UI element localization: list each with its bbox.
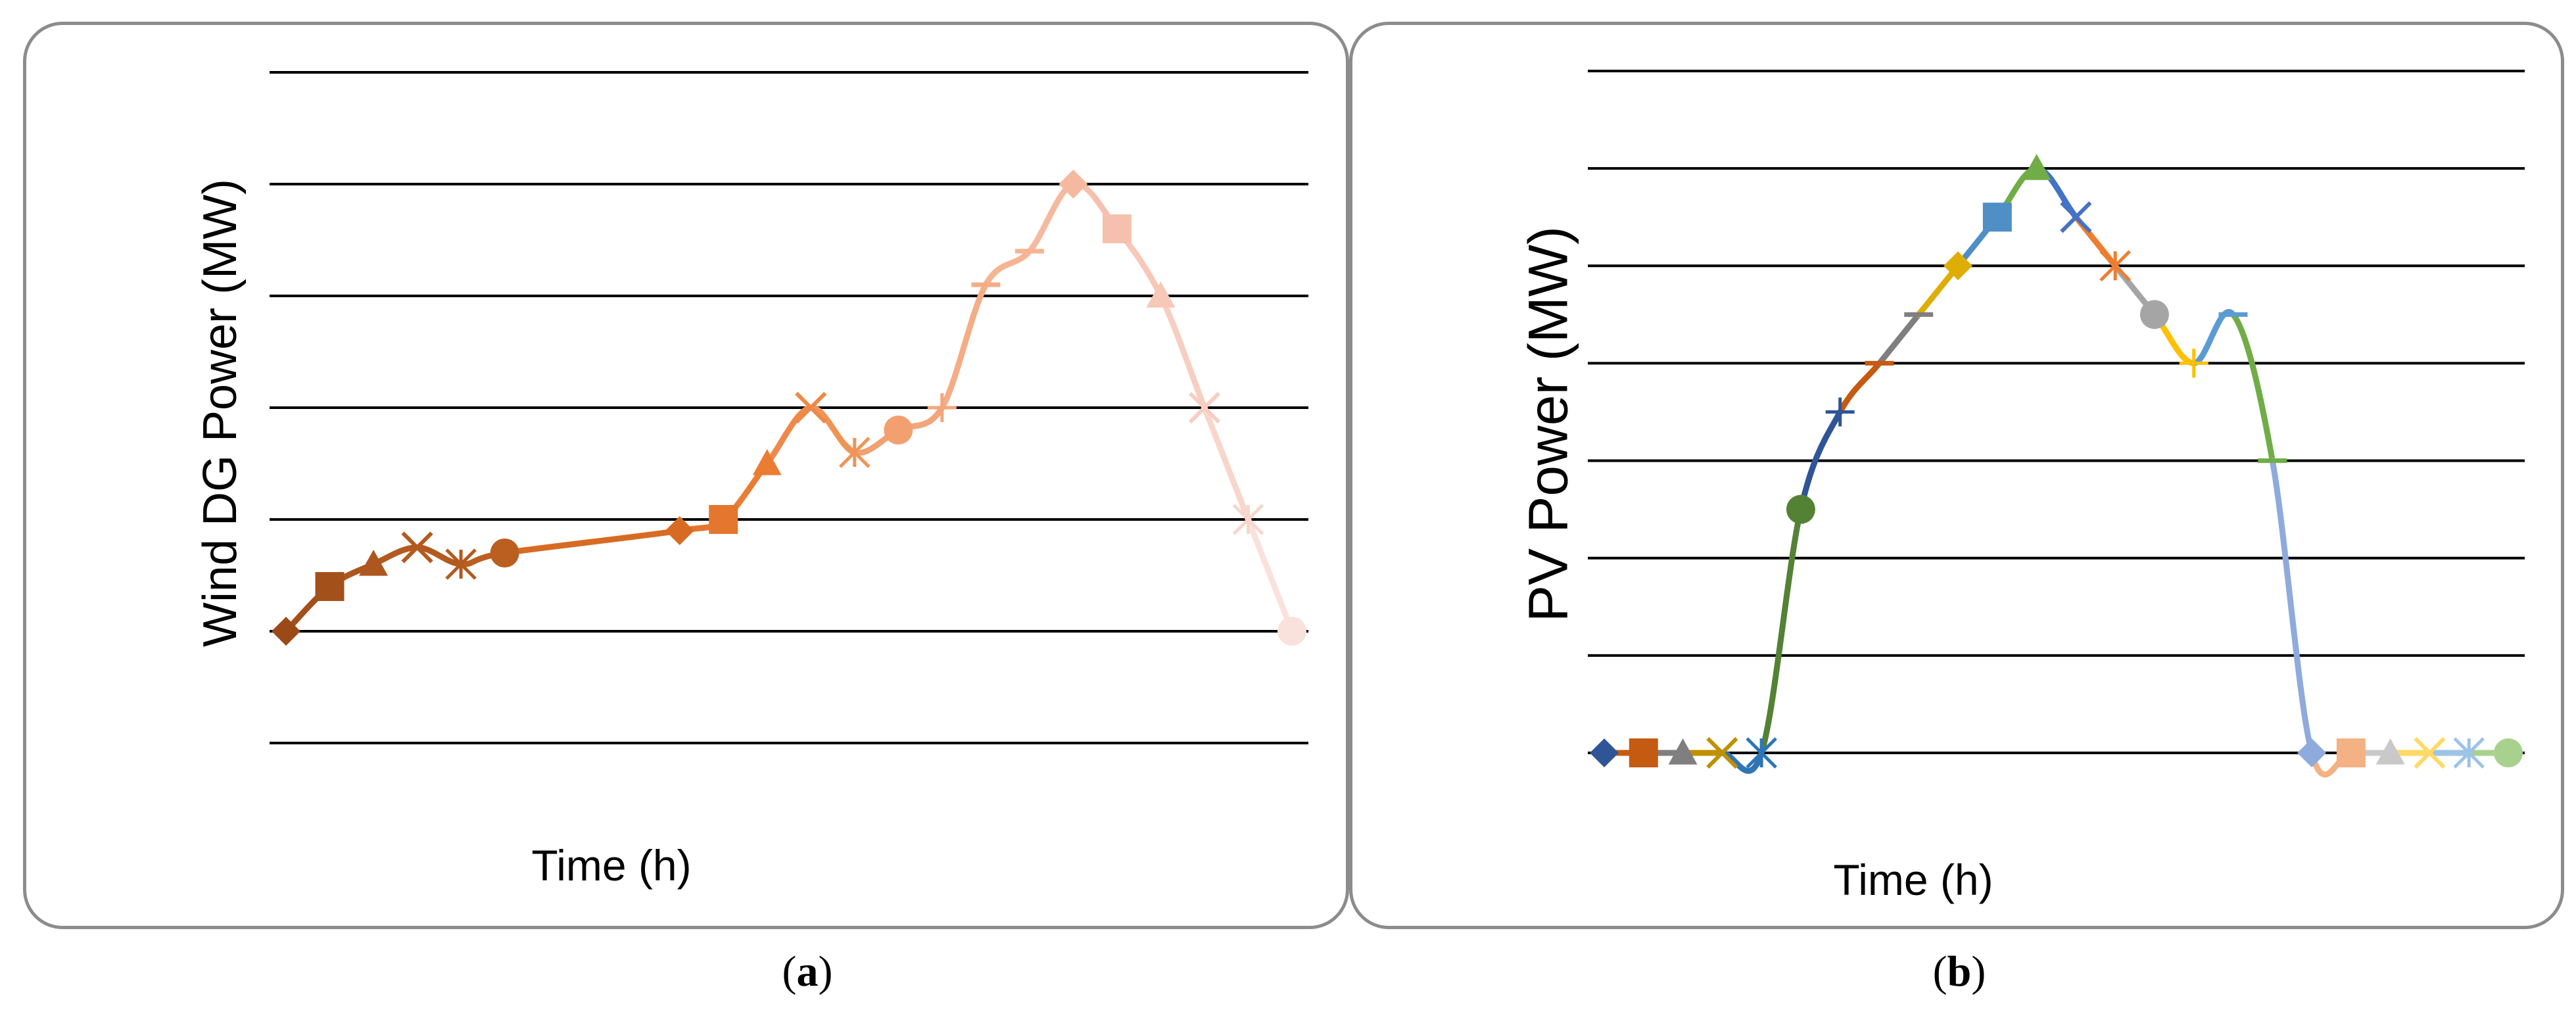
chart-0-segment-19 (1245, 516, 1295, 635)
chart-0-marker-18 (1188, 391, 1221, 424)
chart-1-marker-18 (2297, 738, 2327, 767)
chart-0-segment-12 (939, 281, 989, 411)
chart-1-marker-3 (1706, 736, 1738, 769)
chart-1-marker-11 (2022, 154, 2051, 180)
chart-0-marker-2 (359, 550, 389, 576)
chart-1-marker-12 (2060, 201, 2092, 233)
chart-1-segment-3 (1719, 750, 1765, 774)
x-axis-label-a: Time (h) (531, 841, 692, 890)
chart-1-marker-6 (1825, 397, 1855, 427)
chart-0-marker-12 (927, 393, 957, 422)
chart-1-marker-15 (2179, 349, 2208, 378)
chart-0-segment-14 (1026, 181, 1076, 254)
chart-1-marker-23 (2494, 738, 2523, 767)
chart-0-marker-10 (839, 437, 871, 468)
chart-1-segment-17 (2269, 458, 2315, 756)
chart-0-marker-9 (795, 391, 827, 424)
x-axis-label-b: Time (h) (1833, 855, 1993, 904)
chart-0-marker-1 (315, 572, 345, 601)
chart-1-marker-5 (1786, 494, 1815, 524)
chart-0 (270, 71, 1308, 744)
chart-1-marker-13 (2099, 250, 2131, 282)
chart-panel-a (23, 22, 1349, 929)
chart-0-marker-20 (1277, 617, 1306, 646)
chart-0-marker-7 (709, 505, 738, 534)
chart-0-marker-4 (445, 548, 477, 580)
chart-0-marker-19 (1232, 504, 1264, 535)
chart-0-marker-8 (752, 449, 782, 475)
chart-panel-b (1349, 22, 2564, 929)
chart-1-marker-1 (1629, 738, 1658, 767)
chart-1-marker-10 (1982, 203, 2012, 232)
caption-a: (a) (782, 948, 833, 996)
chart-0-segment-13 (982, 248, 1033, 288)
chart-0-marker-5 (490, 539, 519, 567)
chart-0-segment-3 (414, 544, 464, 567)
chart-0-marker-6 (665, 516, 694, 545)
chart-1-segment-5 (1798, 409, 1844, 513)
chart-1-marker-4 (1746, 737, 1777, 769)
chart-0-segment-5 (502, 527, 683, 556)
chart-1-segment-16 (2230, 311, 2276, 464)
chart-0-segment-8 (764, 404, 814, 467)
chart-1-segment-15 (2191, 309, 2237, 366)
chart-1-segment-6 (1837, 360, 1882, 415)
chart-0-marker-0 (272, 617, 300, 646)
chart-1-marker-21 (2414, 736, 2446, 769)
caption-b: (b) (1932, 948, 1986, 996)
chart-1-marker-19 (2336, 738, 2366, 767)
chart-0-marker-15 (1059, 170, 1088, 199)
chart-1-marker-9 (1944, 251, 1973, 281)
chart-1-marker-14 (2139, 300, 2169, 329)
chart-0-segment-17 (1157, 293, 1208, 411)
chart-0-marker-17 (1146, 281, 1176, 308)
chart-1-segment-4 (1758, 506, 1804, 756)
chart-0-marker-11 (884, 416, 913, 445)
chart-1-segment-7 (1876, 311, 1922, 366)
chart-1-marker-2 (1668, 738, 1698, 765)
chart-1-marker-22 (2453, 737, 2485, 769)
chart-0-segment-18 (1201, 404, 1251, 523)
chart-0-marker-16 (1102, 214, 1132, 243)
chart-0-marker-3 (401, 531, 433, 564)
chart-1-marker-0 (1590, 738, 1619, 767)
chart-1-marker-20 (2375, 738, 2405, 765)
chart-1 (1588, 70, 2525, 778)
